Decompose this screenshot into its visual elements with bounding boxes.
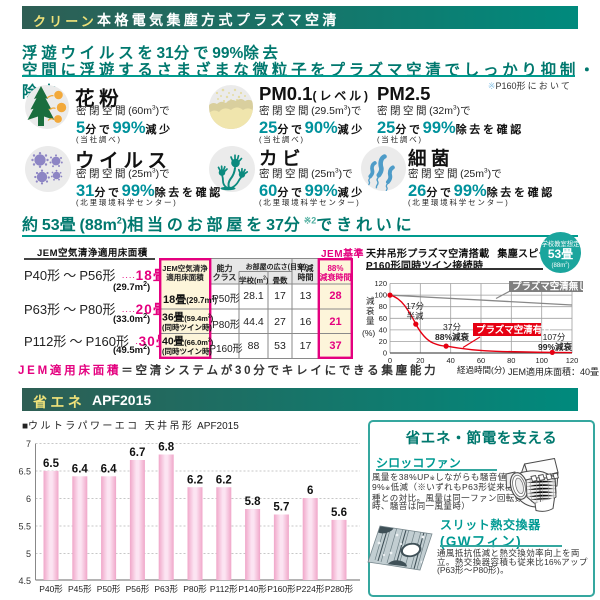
svg-text:40: 40 (447, 356, 455, 365)
svg-text:P280形: P280形 (325, 584, 354, 594)
svg-text:5.8: 5.8 (245, 496, 262, 508)
svg-text:P160形: P160形 (267, 584, 296, 594)
svg-text:6.4: 6.4 (72, 463, 89, 475)
svg-text:7: 7 (26, 439, 31, 449)
svg-text:衰: 衰 (366, 306, 375, 316)
svg-text:P80形: P80形 (183, 584, 207, 594)
svg-text:5.6: 5.6 (331, 507, 347, 519)
svg-text:5.7: 5.7 (273, 502, 289, 514)
svg-text:6.7: 6.7 (129, 447, 145, 459)
svg-text:6.5: 6.5 (43, 458, 60, 470)
svg-text:100: 100 (374, 291, 387, 300)
svg-text:40: 40 (379, 325, 387, 334)
svg-text:プラズマ空清有り: プラズマ空清有り (476, 324, 552, 336)
svg-text:20: 20 (379, 337, 387, 346)
svg-text:80: 80 (507, 356, 515, 365)
svg-text:120: 120 (374, 279, 387, 288)
svg-text:0: 0 (383, 349, 387, 358)
svg-text:P224形: P224形 (296, 584, 325, 594)
svg-text:6.4: 6.4 (101, 463, 118, 475)
svg-text:4.5: 4.5 (18, 576, 31, 586)
svg-text:6.8: 6.8 (158, 442, 175, 454)
svg-text:0: 0 (388, 356, 392, 365)
svg-text:60: 60 (379, 314, 387, 323)
svg-text:P45形: P45形 (68, 584, 92, 594)
svg-text:P50形: P50形 (97, 584, 121, 594)
svg-text:P63形: P63形 (154, 584, 178, 594)
svg-text:半減: 半減 (406, 311, 424, 321)
svg-text:5.5: 5.5 (18, 522, 31, 532)
svg-text:60: 60 (477, 356, 485, 365)
svg-text:(%): (%) (362, 328, 375, 338)
svg-text:37分: 37分 (443, 322, 461, 332)
svg-text:経過時間(分): 経過時間(分) (457, 365, 505, 375)
svg-text:量: 量 (366, 316, 375, 326)
svg-text:5: 5 (26, 549, 31, 559)
svg-text:6.5: 6.5 (18, 467, 31, 477)
svg-text:JEM適用床面積：40畳: JEM適用床面積：40畳 (508, 366, 599, 377)
svg-text:6.2: 6.2 (187, 474, 203, 486)
svg-text:20: 20 (416, 356, 424, 365)
svg-text:6: 6 (307, 485, 313, 497)
svg-text:プラズマ空清無し: プラズマ空清無し (512, 281, 588, 293)
svg-text:P40形: P40形 (39, 584, 63, 594)
svg-text:6.2: 6.2 (216, 474, 232, 486)
svg-text:P140形: P140形 (238, 584, 267, 594)
svg-text:17分: 17分 (406, 301, 424, 311)
svg-text:100: 100 (535, 356, 548, 365)
svg-text:減: 減 (366, 296, 375, 306)
svg-text:88%減衰: 88%減衰 (435, 332, 470, 342)
svg-text:P56形: P56形 (126, 584, 150, 594)
svg-text:107分: 107分 (543, 332, 566, 342)
svg-text:P112形: P112形 (210, 584, 238, 594)
svg-text:99%減衰: 99%減衰 (538, 342, 573, 352)
svg-text:120: 120 (566, 356, 579, 365)
svg-text:80: 80 (379, 302, 387, 311)
svg-text:6: 6 (26, 494, 31, 504)
